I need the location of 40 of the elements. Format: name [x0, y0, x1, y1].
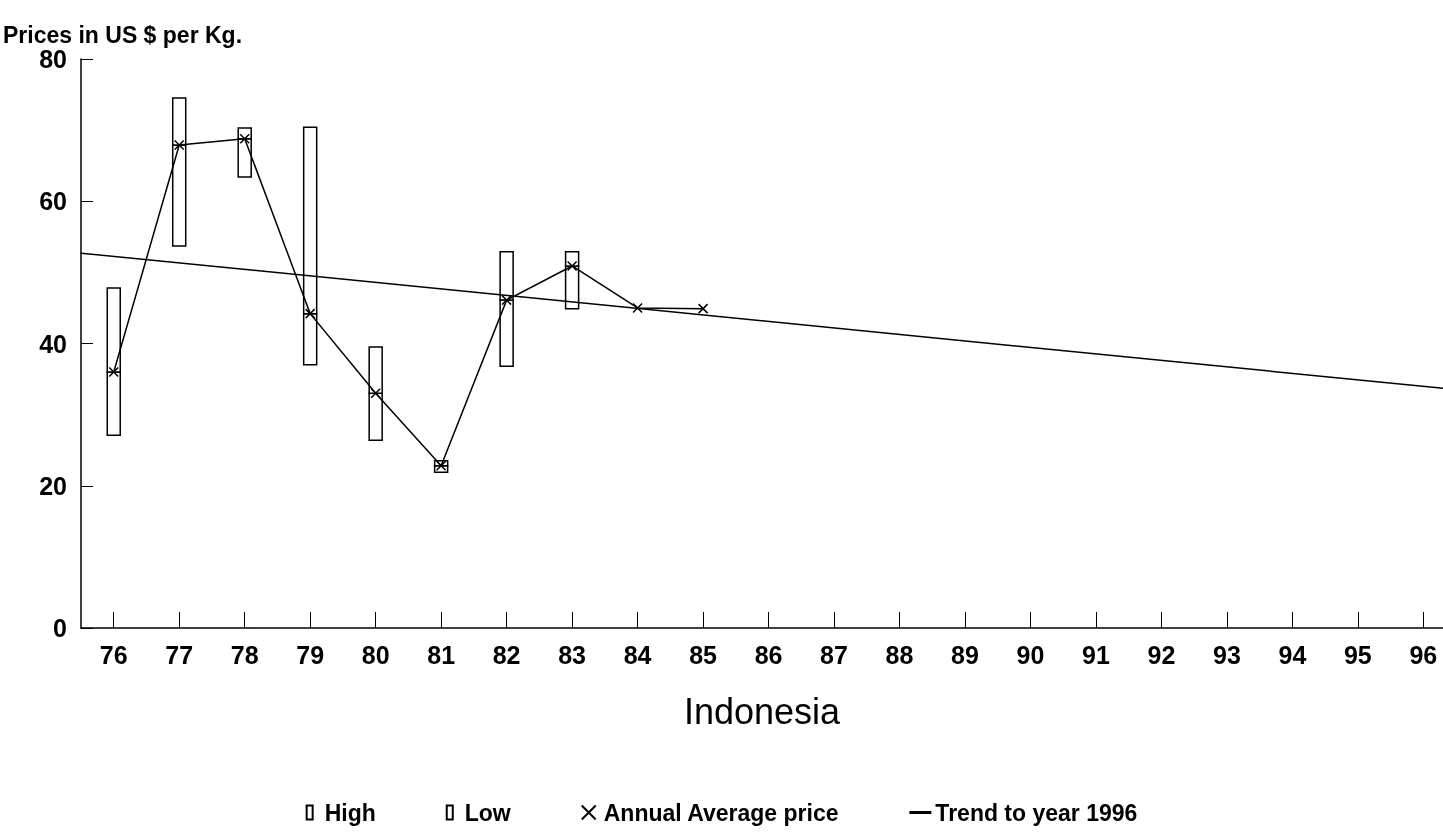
x-tick-label: 92 — [1147, 640, 1176, 669]
point — [239, 133, 250, 144]
x-tick-label: 81 — [427, 640, 456, 669]
y-tick-label: 60 — [39, 187, 67, 216]
x-tick-label: 86 — [754, 640, 783, 669]
x-tick-label: 79 — [296, 640, 325, 669]
x-tick-label: 80 — [361, 640, 390, 669]
x-tick-label: 76 — [99, 640, 128, 669]
x-tick-label: 90 — [1016, 640, 1045, 669]
legend-label: Low — [464, 799, 511, 826]
legend-label: Trend to year 1996 — [935, 799, 1138, 826]
y-tick-label: 0 — [53, 614, 67, 642]
point — [632, 302, 643, 314]
x-tick-label: 94 — [1278, 640, 1307, 669]
point — [173, 139, 185, 151]
x-tick-label: 85 — [689, 640, 718, 669]
y-tick-label: 20 — [39, 471, 67, 500]
point — [108, 366, 119, 378]
point — [566, 260, 578, 272]
point — [370, 388, 381, 399]
x-tick-label: 93 — [1213, 640, 1241, 669]
legend-label: High — [324, 799, 376, 826]
x-tick-label: 91 — [1082, 640, 1110, 669]
x-tick-label: 88 — [885, 640, 914, 669]
x-tick-label: 84 — [623, 640, 652, 669]
x-tick-label: 77 — [165, 640, 194, 669]
x-tick-label: 83 — [558, 640, 587, 669]
x-tick-label: 87 — [820, 640, 848, 669]
x-tick-label: 78 — [230, 640, 259, 669]
legend-label: Annual Average price — [603, 799, 839, 826]
point — [501, 294, 512, 306]
point — [697, 303, 709, 314]
point — [435, 460, 447, 472]
x-tick-label: 96 — [1409, 640, 1438, 669]
x-tick-label: 82 — [492, 640, 521, 669]
x-tick-label: 89 — [951, 640, 979, 669]
x-tick-label: 95 — [1343, 640, 1372, 669]
point — [304, 308, 316, 319]
y-tick-label: 40 — [39, 329, 67, 358]
x-axis-title: Indonesia — [683, 690, 842, 732]
